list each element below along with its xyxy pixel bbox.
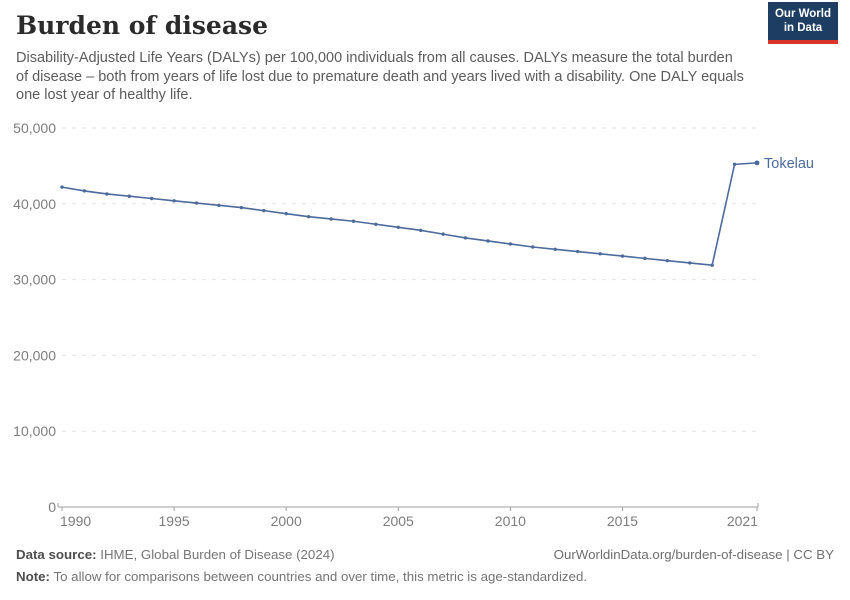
y-tick-label: 50,000: [13, 120, 56, 136]
data-point[interactable]: [665, 258, 670, 263]
y-tick-label: 30,000: [13, 272, 56, 288]
data-point[interactable]: [508, 242, 513, 246]
data-point[interactable]: [149, 196, 154, 201]
data-point[interactable]: [127, 194, 131, 198]
data-point[interactable]: [217, 203, 221, 208]
x-tick-label: 2010: [495, 513, 526, 529]
data-point[interactable]: [463, 236, 468, 240]
data-source-label: Data source:: [16, 547, 97, 562]
note-value: To allow for comparisons between countri…: [49, 569, 588, 584]
data-source-value: IHME, Global Burden of Disease (2024): [96, 547, 335, 562]
data-point[interactable]: [620, 254, 625, 258]
data-point[interactable]: [598, 252, 602, 256]
data-point[interactable]: [172, 199, 176, 203]
data-point[interactable]: [284, 211, 288, 216]
data-point[interactable]: [262, 208, 266, 213]
y-tick-label: 0: [48, 499, 56, 515]
data-point[interactable]: [329, 217, 333, 221]
chart-subtitle: Disability-Adjusted Life Years (DALYs) p…: [16, 50, 744, 103]
data-source-text: Data source: IHME, Global Burden of Dise…: [16, 546, 335, 564]
x-tick-label: 1990: [60, 513, 91, 529]
data-point[interactable]: [531, 245, 535, 249]
chart-header: Burden of disease Disability-Adjusted Li…: [16, 10, 834, 105]
data-point[interactable]: [306, 214, 311, 219]
data-point[interactable]: [643, 256, 647, 261]
data-point[interactable]: [732, 162, 737, 167]
data-point[interactable]: [105, 192, 109, 196]
chart-footer: Data source: IHME, Global Burden of Dise…: [16, 546, 834, 586]
data-point[interactable]: [710, 263, 714, 267]
data-point[interactable]: [441, 232, 445, 236]
owid-logo-line1: Our World: [774, 8, 831, 20]
note-label: Note:: [16, 569, 50, 584]
series-end-label[interactable]: Tokelau: [764, 156, 814, 172]
x-tick-label: 2000: [271, 513, 302, 529]
owid-logo-line2: in Data: [783, 21, 823, 34]
note-text: Note: To allow for comparisons between c…: [16, 568, 834, 586]
data-point[interactable]: [575, 249, 580, 254]
data-point[interactable]: [194, 201, 199, 205]
data-point[interactable]: [351, 219, 356, 223]
series-line[interactable]: [61, 162, 758, 266]
data-point[interactable]: [82, 189, 87, 193]
data-point[interactable]: [374, 222, 378, 226]
owid-logo[interactable]: Our World in Data: [768, 2, 838, 44]
data-point[interactable]: [688, 261, 692, 265]
y-tick-label: 40,000: [13, 196, 56, 212]
x-tick-label: 2015: [607, 513, 638, 529]
data-point[interactable]: [396, 225, 400, 229]
data-point[interactable]: [60, 185, 64, 189]
y-tick-label: 20,000: [13, 347, 56, 363]
x-tick-label: 1995: [159, 513, 190, 529]
data-point[interactable]: [553, 247, 557, 251]
x-tick-label: 2021: [727, 513, 758, 529]
data-point[interactable]: [239, 205, 244, 210]
chart-title: Burden of disease: [16, 11, 269, 40]
data-point[interactable]: [486, 239, 490, 243]
y-tick-label: 10,000: [13, 423, 56, 439]
data-point[interactable]: [419, 228, 423, 233]
owid-url-link[interactable]: OurWorldinData.org/burden-of-disease | C…: [553, 547, 834, 562]
x-tick-label: 2005: [383, 513, 414, 529]
data-point[interactable]: [754, 160, 760, 166]
